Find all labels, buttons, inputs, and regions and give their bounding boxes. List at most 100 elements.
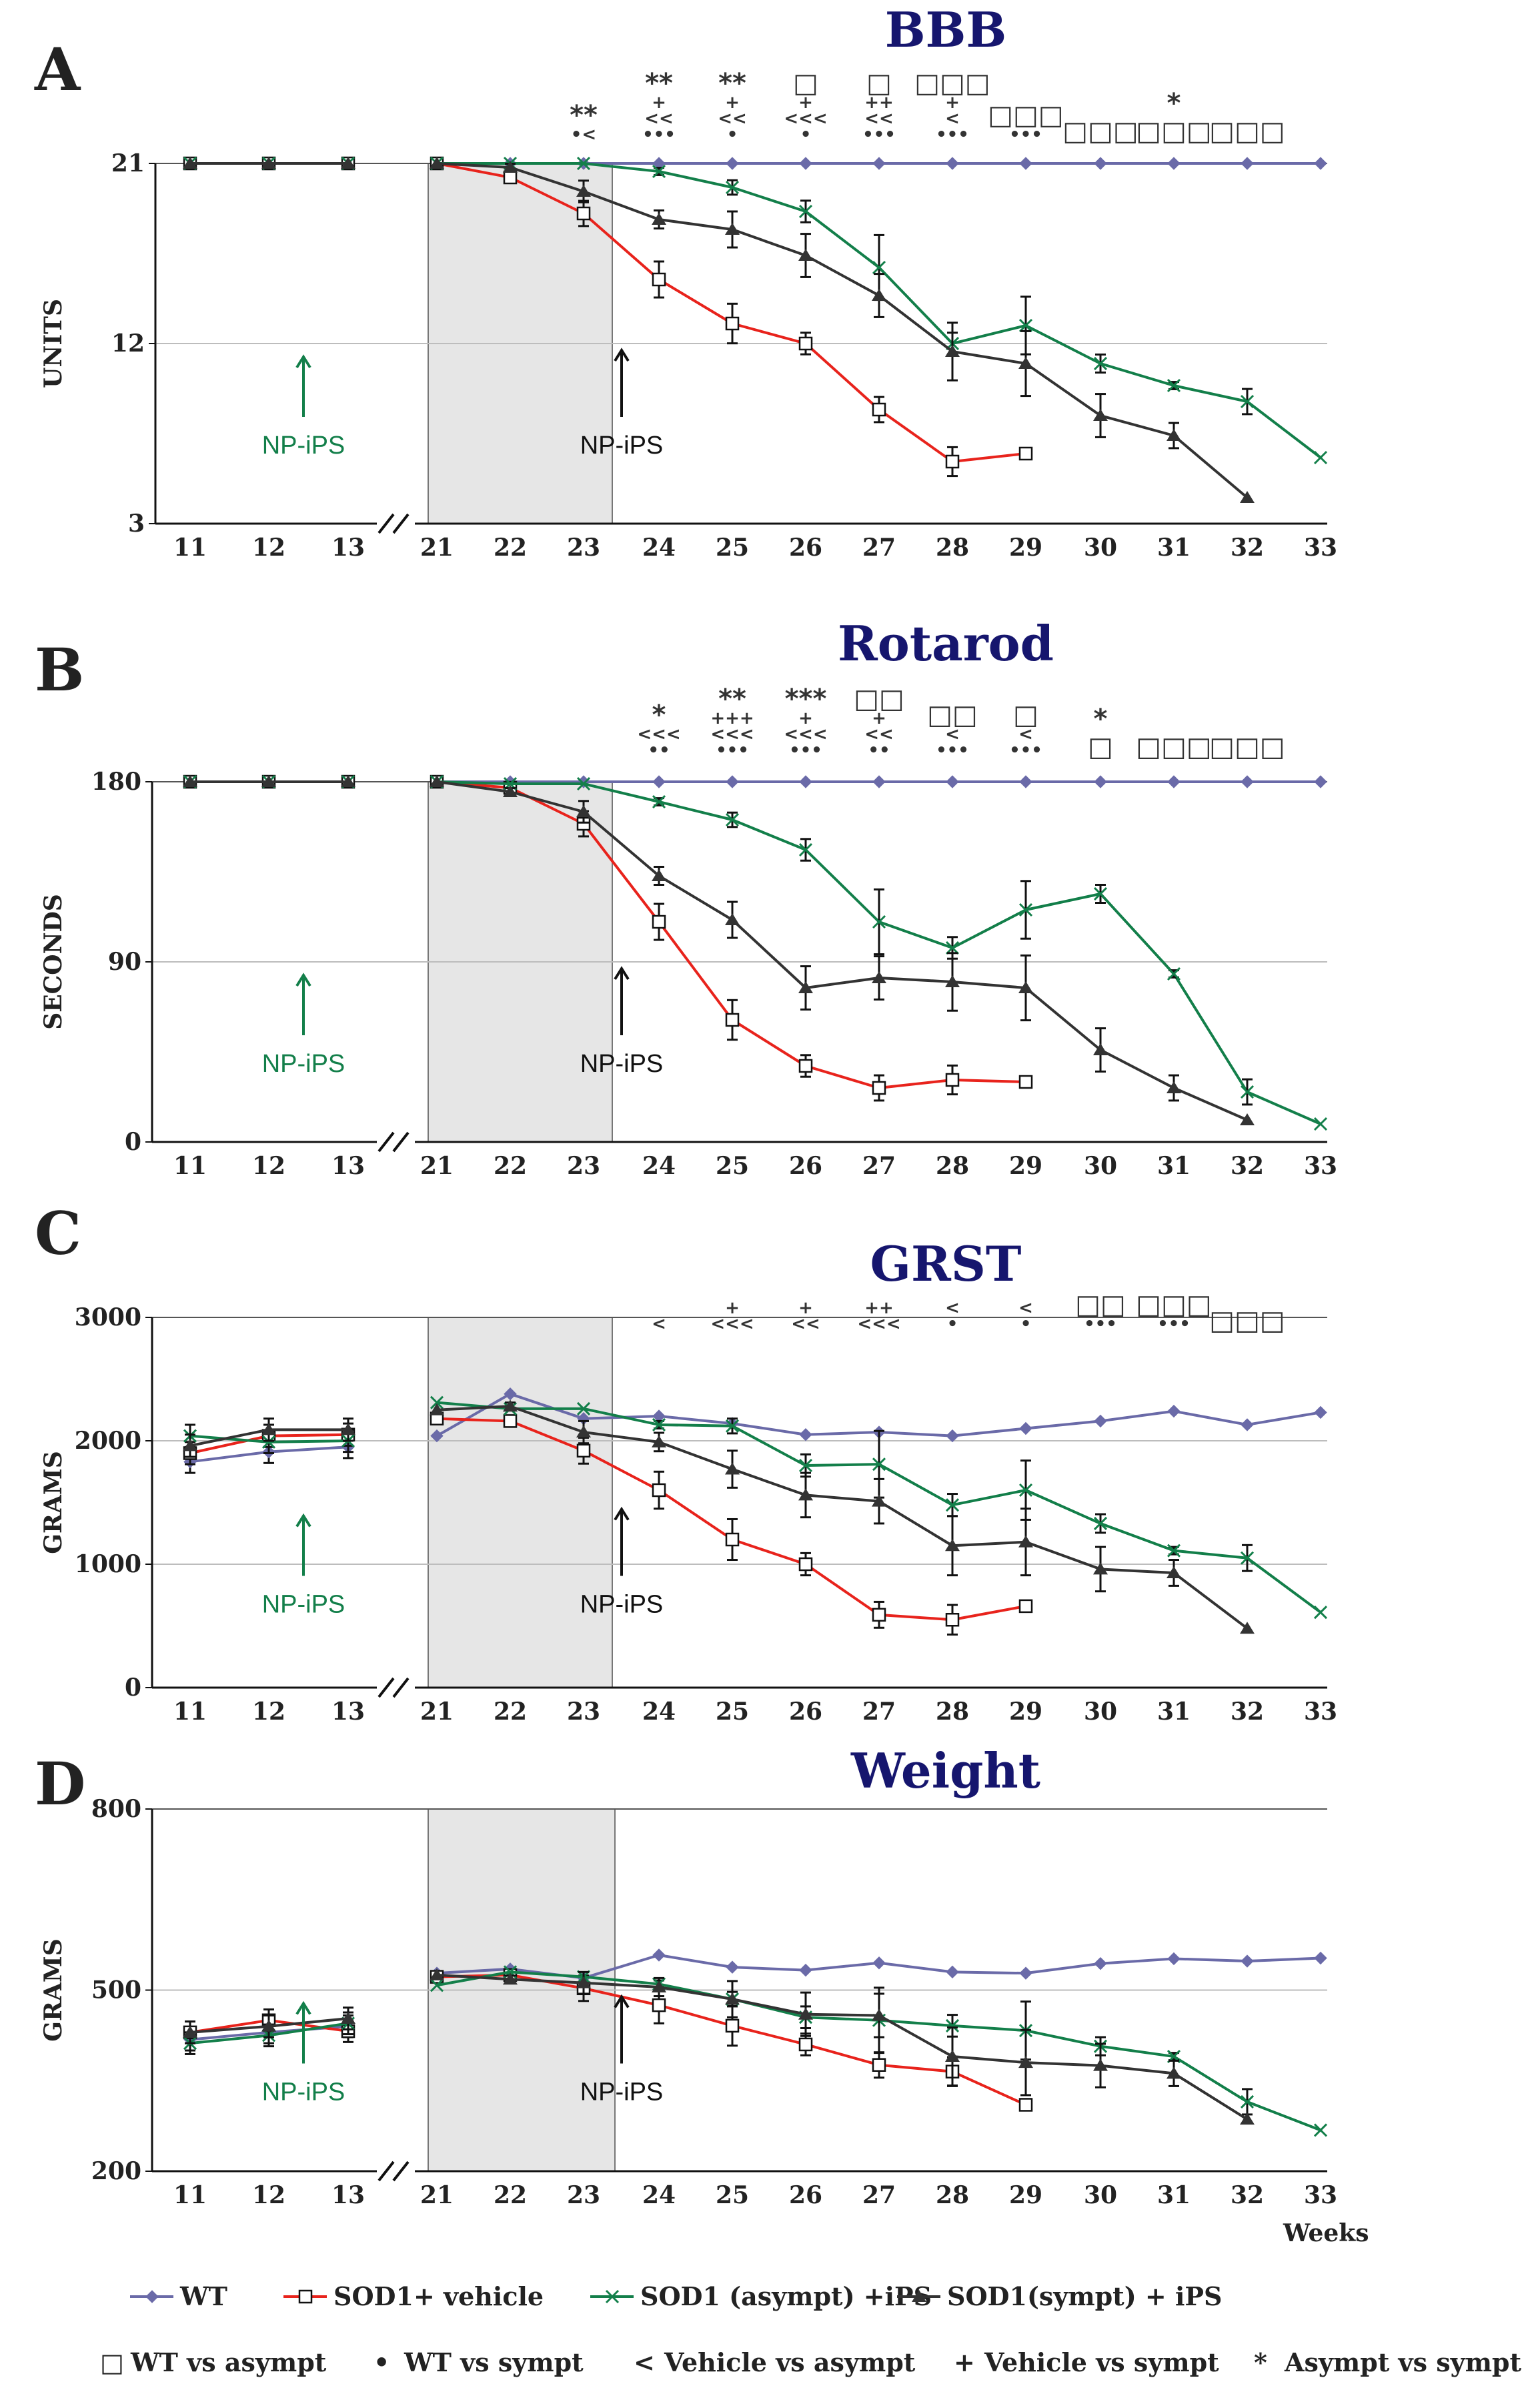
significance-week-32: □□□ xyxy=(1209,732,1285,762)
y-tick-label: 0 xyxy=(125,1128,141,1156)
significance-label: □□ xyxy=(1075,1289,1126,1320)
significance-label: <<< xyxy=(784,724,827,744)
data-point xyxy=(725,1013,740,1027)
axis-break xyxy=(377,1677,395,1698)
x-tick-label: 32 xyxy=(1231,1698,1264,1726)
series-sympt xyxy=(183,157,1255,503)
data-point xyxy=(1093,1043,1108,1055)
data-point xyxy=(652,1998,666,2012)
data-point xyxy=(725,1419,740,1433)
significance-label: □□□ xyxy=(1209,1305,1285,1336)
significance-label: □ xyxy=(1088,732,1113,762)
data-point xyxy=(945,941,960,955)
data-point xyxy=(1018,1483,1033,1498)
data-point-stroke-b xyxy=(430,1395,444,1409)
data-point xyxy=(1240,2113,1255,2125)
data-point xyxy=(1167,967,1181,981)
significance-label: ** xyxy=(645,68,673,99)
significance-label: + xyxy=(798,1298,813,1318)
data-point xyxy=(183,1439,197,1451)
data-point xyxy=(799,775,812,788)
x-tick-label: 28 xyxy=(936,2181,969,2209)
axis-break xyxy=(392,513,410,534)
significance-label: □ xyxy=(793,68,818,99)
panel-letter: D xyxy=(35,1749,85,1818)
significance-label: ** xyxy=(718,684,746,714)
significance-week-27: <<<++ xyxy=(857,1298,900,1334)
data-point xyxy=(503,1414,518,1428)
x-tick-label: 33 xyxy=(1304,1152,1337,1180)
data-point-stroke-b xyxy=(576,1401,591,1415)
x-tick-label: 31 xyxy=(1157,2181,1191,2209)
legend-symbol: * xyxy=(1254,2347,1267,2377)
x-tick-label: 25 xyxy=(716,1152,749,1180)
x-tick-label: 29 xyxy=(1009,534,1042,562)
significance-label: ••• xyxy=(642,125,676,145)
data-point xyxy=(798,2037,813,2052)
x-tick-label: 12 xyxy=(252,1698,285,1726)
significance-label: • xyxy=(947,1314,958,1334)
data-point xyxy=(576,1401,591,1415)
y-tick-label: 1000 xyxy=(75,1550,141,1578)
significance-label: □□□ xyxy=(988,100,1063,131)
significance-label: << xyxy=(791,1314,820,1334)
significance-week-26: •••<<<+*** xyxy=(784,684,827,760)
x-tick-label: 21 xyxy=(420,1152,454,1180)
x-tick-label: 26 xyxy=(789,534,822,562)
series-wt xyxy=(183,1948,1327,2052)
data-point xyxy=(872,775,886,788)
data-point-stroke-b xyxy=(1167,378,1181,393)
axis-break xyxy=(377,1131,395,1153)
data-point xyxy=(1167,2066,1181,2079)
x-tick-label: 23 xyxy=(567,2181,600,2209)
x-tick-label: 28 xyxy=(936,1698,969,1726)
data-point xyxy=(798,336,813,351)
significance-label: • xyxy=(727,125,738,145)
data-point-stroke-b xyxy=(430,1978,444,1992)
data-point xyxy=(872,2008,886,2021)
data-point-stroke-b xyxy=(1240,1085,1255,1099)
data-point xyxy=(872,1494,886,1507)
data-point xyxy=(945,454,960,469)
x-tick-label: 13 xyxy=(331,2181,365,2209)
data-point xyxy=(798,2007,813,2020)
data-point xyxy=(946,157,959,170)
legend-marker-wt xyxy=(145,2290,159,2303)
significance-label: <<< xyxy=(710,1314,754,1334)
data-point xyxy=(652,915,666,929)
x-tick-label: 31 xyxy=(1157,534,1191,562)
x-tick-label: 30 xyxy=(1084,534,1117,562)
x-tick-label: 27 xyxy=(862,534,896,562)
significance-week-30: □□□ xyxy=(1062,116,1138,147)
data-point xyxy=(652,794,666,809)
data-point-stroke-b xyxy=(798,842,813,857)
data-point xyxy=(872,402,886,417)
data-point-stroke-b xyxy=(1093,1516,1108,1531)
significance-label: + xyxy=(945,93,960,113)
series-line xyxy=(436,780,1248,1121)
data-point-stroke-b xyxy=(725,1419,740,1433)
significance-label: ••• xyxy=(1084,1314,1117,1334)
axis-break xyxy=(377,2161,395,2182)
legend-symbol: < xyxy=(634,2347,655,2377)
y-tick-label: 21 xyxy=(111,149,145,177)
y-axis-label: GRAMS xyxy=(39,1938,67,2041)
y-tick-label: 200 xyxy=(91,2157,141,2185)
significance-label: •< xyxy=(571,125,596,145)
significance-label: □□□ xyxy=(1136,116,1211,147)
data-point-stroke-b xyxy=(1313,1117,1328,1131)
significance-label: *** xyxy=(785,684,827,714)
data-point xyxy=(1241,157,1254,170)
significance-label: + xyxy=(725,93,740,113)
data-point xyxy=(261,1423,276,1435)
data-point xyxy=(945,975,960,987)
data-point xyxy=(652,1980,666,1992)
y-tick-label: 800 xyxy=(91,1795,141,1823)
x-tick-label: 31 xyxy=(1157,1698,1191,1726)
significance-label: ••• xyxy=(1009,125,1042,145)
data-point xyxy=(1019,1966,1032,1980)
data-point xyxy=(1093,886,1108,901)
data-point xyxy=(725,1992,740,2005)
x-tick-label: 11 xyxy=(173,534,207,562)
